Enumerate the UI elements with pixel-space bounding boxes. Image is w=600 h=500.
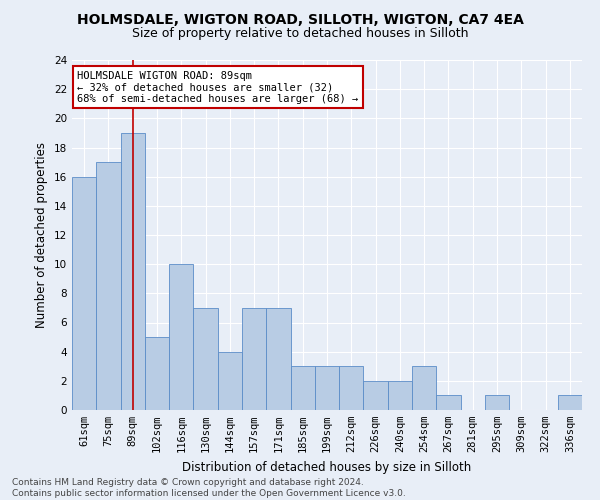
Y-axis label: Number of detached properties: Number of detached properties — [35, 142, 49, 328]
Bar — [193, 308, 218, 410]
Bar — [290, 366, 315, 410]
Bar — [145, 337, 169, 410]
Text: Size of property relative to detached houses in Silloth: Size of property relative to detached ho… — [132, 28, 468, 40]
Text: HOLMSDALE, WIGTON ROAD, SILLOTH, WIGTON, CA7 4EA: HOLMSDALE, WIGTON ROAD, SILLOTH, WIGTON,… — [77, 12, 523, 26]
X-axis label: Distribution of detached houses by size in Silloth: Distribution of detached houses by size … — [182, 460, 472, 473]
Text: Contains HM Land Registry data © Crown copyright and database right 2024.
Contai: Contains HM Land Registry data © Crown c… — [12, 478, 406, 498]
Bar — [315, 366, 339, 410]
Bar — [436, 396, 461, 410]
Bar — [558, 396, 582, 410]
Bar — [242, 308, 266, 410]
Bar — [96, 162, 121, 410]
Bar — [218, 352, 242, 410]
Bar — [169, 264, 193, 410]
Bar — [339, 366, 364, 410]
Bar — [412, 366, 436, 410]
Bar — [266, 308, 290, 410]
Bar — [485, 396, 509, 410]
Bar — [72, 176, 96, 410]
Bar — [388, 381, 412, 410]
Text: HOLMSDALE WIGTON ROAD: 89sqm
← 32% of detached houses are smaller (32)
68% of se: HOLMSDALE WIGTON ROAD: 89sqm ← 32% of de… — [77, 70, 358, 104]
Bar — [364, 381, 388, 410]
Bar — [121, 133, 145, 410]
